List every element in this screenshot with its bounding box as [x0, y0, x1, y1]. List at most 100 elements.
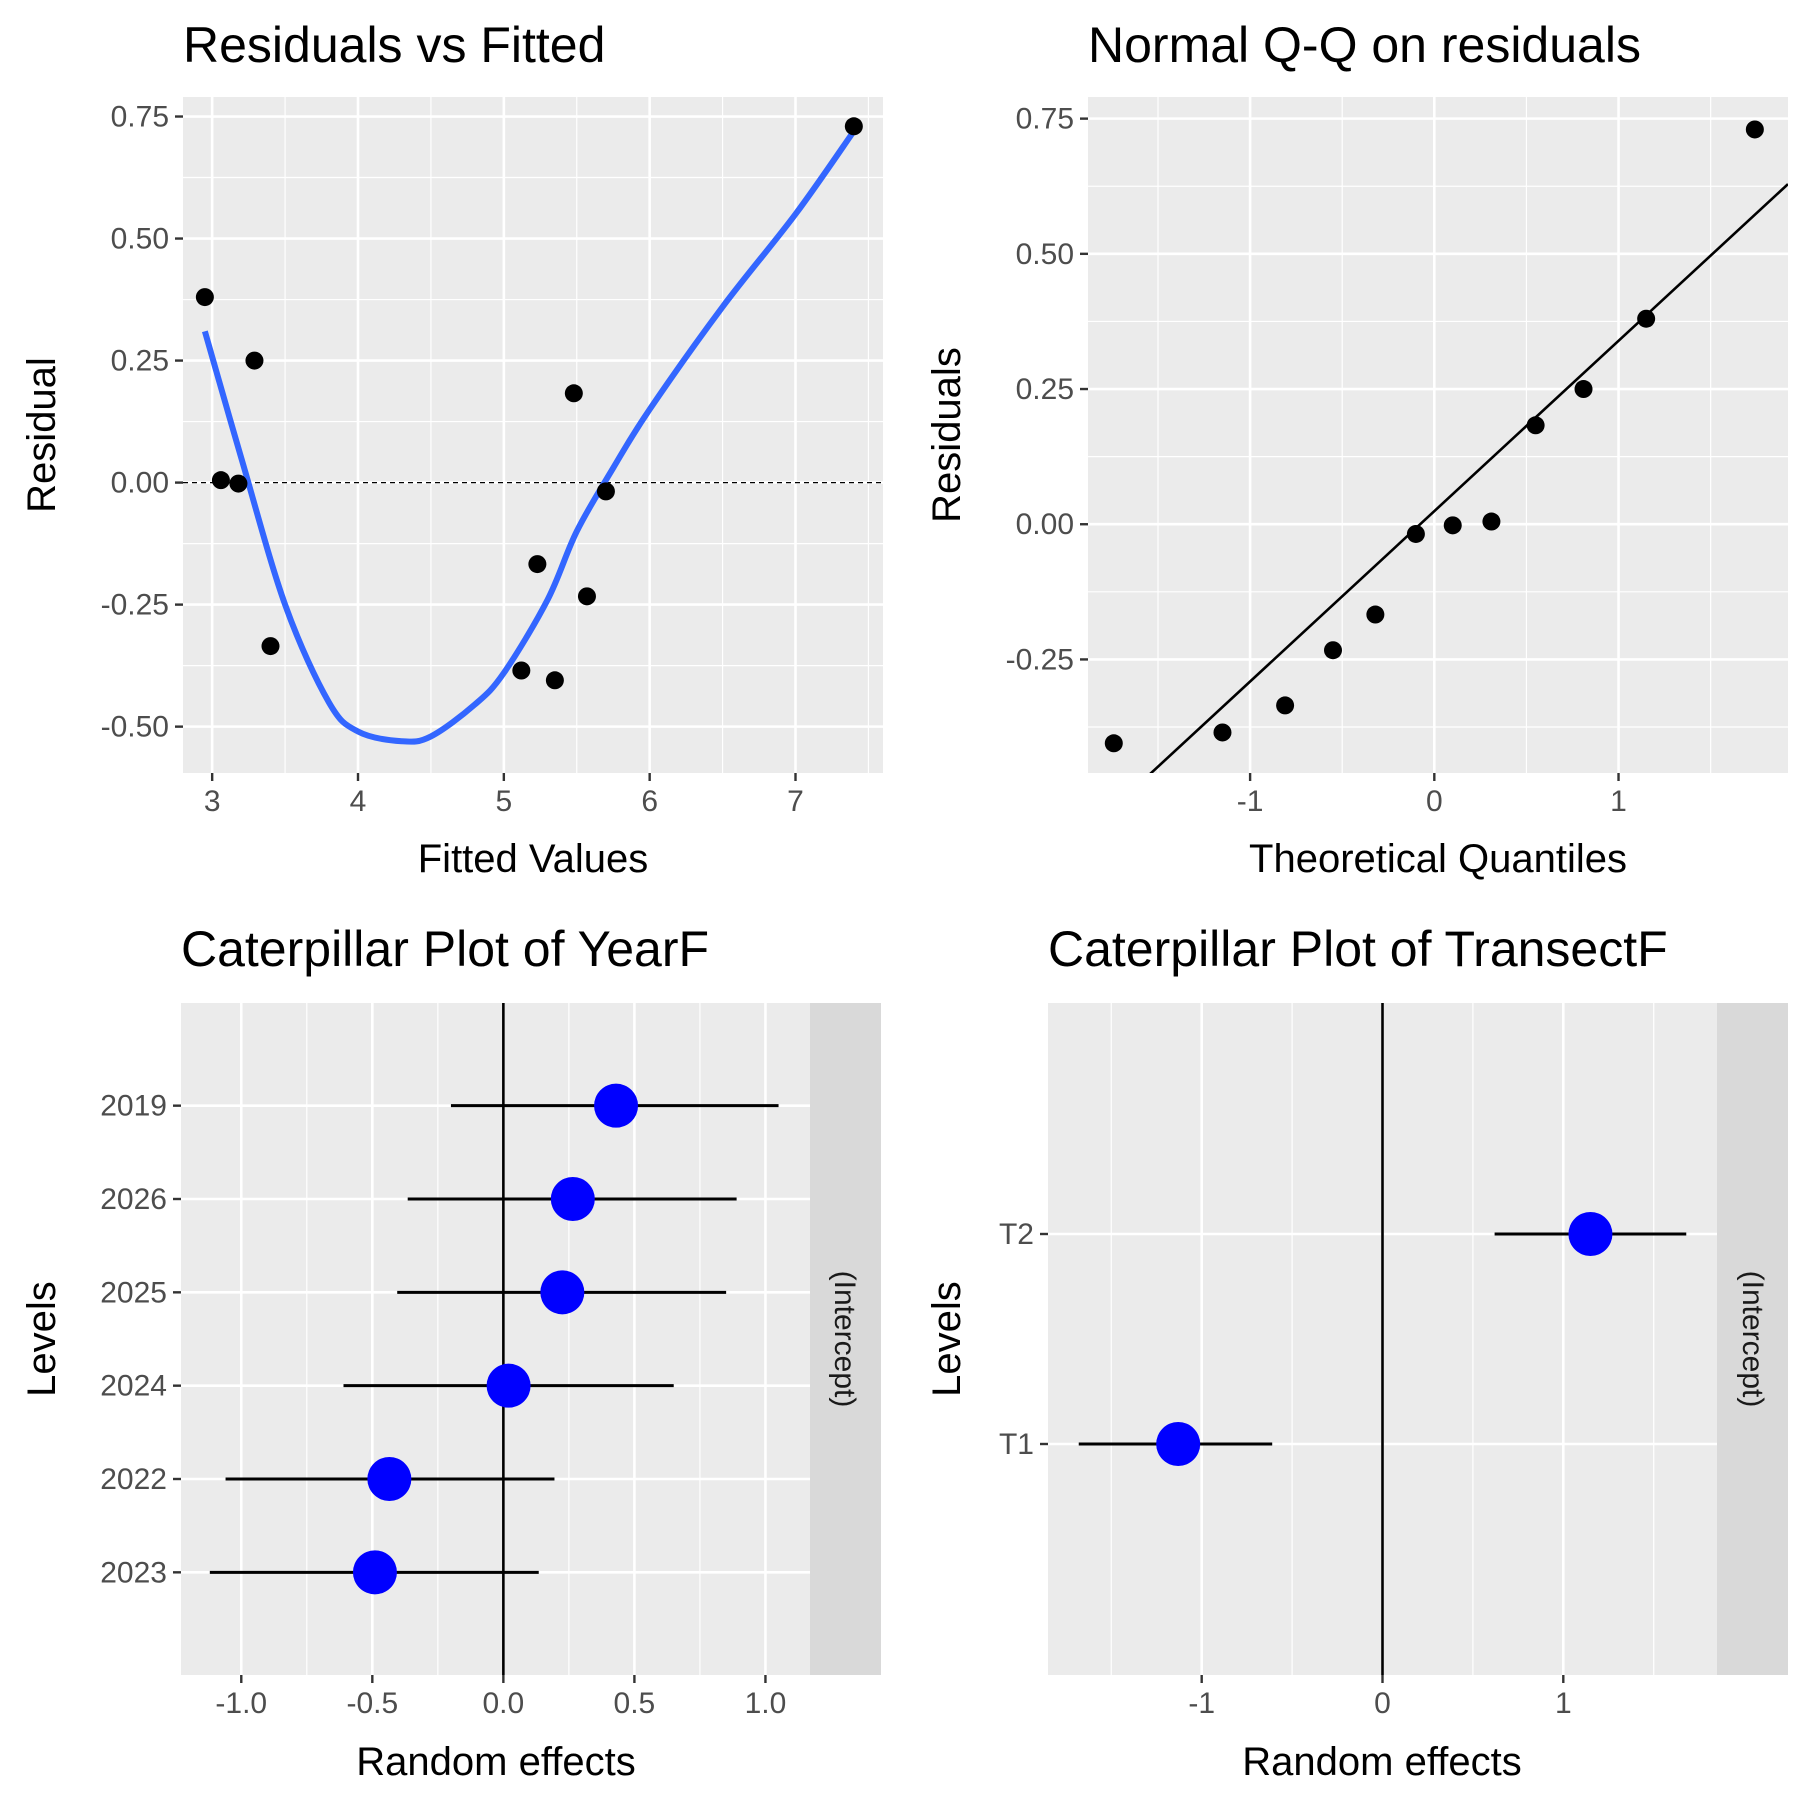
- residuals-x-tick-label: 3: [204, 785, 221, 818]
- year-x-tick-label: -0.5: [346, 1687, 398, 1720]
- qq-y-tick-label: -0.25: [1006, 643, 1074, 676]
- residuals-panel-title: Residuals vs Fitted: [183, 17, 605, 73]
- year-level-label: 2023: [100, 1556, 167, 1589]
- transect-panel-title: Caterpillar Plot of TransectF: [1048, 921, 1668, 977]
- qq-x-ticks: -1 0 1: [1237, 773, 1627, 818]
- residuals-y-tick-label: 0.25: [111, 345, 169, 378]
- residuals-x-tick-label: 5: [495, 785, 512, 818]
- qq-x-tick-label: 0: [1426, 785, 1443, 818]
- year-strip-label: (Intercept): [828, 1271, 861, 1408]
- qq-y-axis-title: Residuals: [925, 347, 969, 523]
- qq-data-point: [1574, 380, 1593, 399]
- year-effect-point: [367, 1457, 412, 1501]
- transect-y-axis-title: Levels: [925, 1281, 969, 1397]
- qq-data-point: [1745, 120, 1764, 139]
- qq-data-point: [1482, 512, 1501, 531]
- qq-x-tick-label: -1: [1237, 785, 1264, 818]
- qq-data-point: [1637, 309, 1656, 328]
- caterpillar-transect-panel: Caterpillar Plot of TransectF (Intercept…: [925, 921, 1788, 1784]
- normal-qq-panel: Normal Q-Q on residuals -1 0 1 -0.25 0.00 0.…: [925, 17, 1788, 881]
- residuals-data-point: [844, 117, 863, 136]
- residuals-x-axis-title: Fitted Values: [418, 837, 649, 881]
- qq-x-tick-label: 1: [1610, 785, 1627, 818]
- qq-y-tick-label: 0.50: [1016, 238, 1074, 271]
- residuals-plot-background: [183, 97, 883, 773]
- year-x-tick-label: 1.0: [745, 1687, 787, 1720]
- residuals-x-tick-label: 7: [787, 785, 804, 818]
- year-x-tick-label: 0.5: [614, 1687, 656, 1720]
- residuals-y-tick-label: -0.25: [101, 589, 169, 622]
- qq-data-point: [1324, 641, 1342, 660]
- transect-x-tick-label: 1: [1555, 1687, 1572, 1720]
- transect-effect-point: [1568, 1212, 1613, 1256]
- residuals-data-point: [528, 555, 547, 574]
- qq-panel-title: Normal Q-Q on residuals: [1088, 17, 1641, 73]
- residuals-x-tick-label: 4: [350, 785, 367, 818]
- year-x-ticks: -1.0 -0.5 0.0 0.5 1.0: [215, 1675, 786, 1720]
- qq-marks: [1104, 120, 1788, 773]
- qq-data-point: [1104, 734, 1123, 753]
- year-effect-point: [486, 1363, 531, 1408]
- transect-level-label: T1: [999, 1428, 1034, 1461]
- residuals-y-tick-label: 0.00: [111, 467, 169, 500]
- residuals-x-tick-label: 6: [641, 785, 658, 818]
- transect-effect-point: [1156, 1422, 1201, 1466]
- year-facet-strip: [810, 1003, 881, 1675]
- residuals-vs-fitted-panel: Residuals vs Fitted 3 4 5 6 7 -0.50 -0.25 0.00…: [20, 17, 883, 881]
- year-effect-point: [540, 1270, 585, 1315]
- transect-level-label: T2: [999, 1218, 1034, 1251]
- residuals-data-point: [229, 474, 248, 493]
- year-level-label: 2025: [100, 1276, 167, 1309]
- year-effect-point: [594, 1083, 639, 1128]
- transect-x-axis-title: Random effects: [1242, 1740, 1521, 1784]
- year-y-axis-title: Levels: [20, 1281, 64, 1397]
- residuals-data-point: [577, 587, 596, 606]
- qq-data-point: [1276, 696, 1295, 715]
- qq-plot-background: [1088, 97, 1788, 773]
- year-marks: [209, 1003, 779, 1675]
- qq-reference-line: [1149, 183, 1788, 773]
- year-level-label: 2022: [100, 1463, 167, 1496]
- year-effect-point: [550, 1177, 595, 1221]
- transect-strip-label: (Intercept): [1736, 1271, 1769, 1408]
- qq-y-tick-label: 0.75: [1016, 103, 1074, 136]
- qq-data-point: [1443, 516, 1462, 535]
- qq-data-point: [1366, 605, 1385, 624]
- year-x-tick-label: 0.0: [483, 1687, 525, 1720]
- qq-data-point: [1526, 416, 1545, 435]
- residuals-data-point: [596, 482, 615, 501]
- residuals-data-point: [545, 671, 564, 690]
- transect-facet-strip: [1717, 1003, 1788, 1675]
- residuals-y-ticks: -0.50 -0.25 0.00 0.25 0.50 0.75: [101, 101, 183, 744]
- residuals-gridlines: [183, 97, 883, 773]
- residuals-data-point: [211, 471, 230, 490]
- qq-y-tick-label: 0.25: [1016, 373, 1074, 406]
- qq-y-ticks: -0.25 0.00 0.25 0.50 0.75: [1006, 103, 1088, 676]
- transect-x-ticks: -1 0 1: [1188, 1675, 1572, 1720]
- residuals-data-point: [195, 288, 214, 307]
- residuals-data-point: [512, 661, 531, 680]
- transect-y-ticks: T2 T1: [999, 1218, 1048, 1461]
- year-x-axis-title: Random effects: [356, 1740, 635, 1784]
- qq-y-tick-label: 0.00: [1016, 508, 1074, 541]
- residuals-y-tick-label: 0.50: [111, 223, 169, 256]
- qq-x-axis-title: Theoretical Quantiles: [1249, 837, 1627, 881]
- transect-x-tick-label: -1: [1188, 1687, 1215, 1720]
- transect-x-tick-label: 0: [1374, 1687, 1391, 1720]
- residuals-marks: [183, 117, 883, 745]
- residuals-data-point: [261, 637, 280, 656]
- residuals-y-tick-label: 0.75: [111, 101, 169, 134]
- year-level-label: 2024: [100, 1370, 167, 1403]
- residuals-y-axis-title: Residual: [20, 357, 64, 513]
- qq-data-point: [1406, 524, 1425, 543]
- year-effect-point: [352, 1550, 397, 1595]
- year-plot-background: [181, 1003, 810, 1675]
- qq-gridlines: [1088, 97, 1788, 773]
- residuals-data-point: [245, 351, 264, 370]
- transect-marks: [1078, 1003, 1687, 1675]
- caterpillar-year-panel: Caterpillar Plot of YearF (Intercept) -1…: [20, 921, 881, 1784]
- year-level-label: 2019: [100, 1090, 167, 1123]
- year-y-ticks: 2019 2026 2025 2024 2022 2023: [100, 1090, 181, 1589]
